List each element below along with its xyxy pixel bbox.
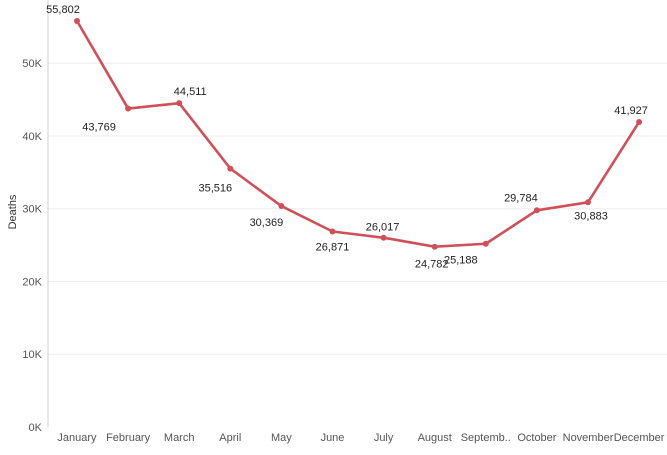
y-tick-label: 30K [22, 204, 42, 216]
data-point[interactable] [176, 100, 183, 107]
x-tick-label: January [57, 432, 97, 444]
data-label: 43,769 [82, 122, 116, 134]
data-label: 35,516 [198, 183, 232, 195]
x-tick-label: August [418, 432, 452, 444]
data-point[interactable] [585, 199, 591, 206]
data-label: 26,871 [316, 241, 350, 253]
data-label: 55,802 [46, 4, 80, 16]
data-label: 24,782 [415, 259, 449, 271]
data-label: 29,784 [504, 192, 538, 204]
data-point[interactable] [636, 118, 643, 125]
x-tick-label: October [517, 432, 556, 444]
x-axis-ticks: January February March April May June July Augu… [57, 432, 664, 444]
x-tick-label: April [219, 432, 241, 444]
data-point[interactable] [74, 18, 80, 24]
data-label: 44,511 [174, 86, 207, 98]
x-tick-label: November [563, 432, 614, 444]
data-point[interactable] [533, 207, 540, 214]
x-tick-label: March [164, 432, 195, 444]
data-labels: 55,802 43,769 44,511 35,516 30,369 26,871 26,0… [46, 4, 648, 271]
y-axis-label: Deaths [7, 194, 19, 229]
data-label: 30,369 [250, 217, 284, 229]
data-label: 30,883 [574, 210, 608, 222]
data-label: 25,188 [444, 255, 478, 267]
gridlines [48, 62, 667, 355]
x-tick-label: Septemb.. [461, 432, 511, 444]
x-tick-label: July [374, 432, 394, 444]
x-tick-label: February [106, 432, 151, 444]
x-tick-label: June [321, 432, 345, 444]
data-point[interactable] [431, 243, 438, 250]
series-line [75, 20, 641, 248]
data-point[interactable] [125, 105, 132, 112]
x-tick-label: December [614, 432, 665, 444]
data-label: 26,017 [366, 222, 400, 234]
data-point[interactable] [482, 240, 489, 247]
data-point[interactable] [278, 203, 285, 210]
y-tick-label: 40K [22, 131, 42, 143]
series [74, 18, 643, 250]
data-point[interactable] [227, 165, 234, 172]
data-point[interactable] [380, 234, 387, 241]
y-tick-label: 50K [22, 58, 42, 70]
y-tick-label: 20K [22, 276, 42, 288]
y-axis-ticks: 0K 10K 20K 30K 40K 50K [22, 58, 42, 434]
data-point[interactable] [329, 228, 336, 235]
data-label: 41,927 [614, 105, 648, 117]
y-tick-label: 10K [22, 349, 42, 361]
x-tick-label: May [271, 432, 292, 444]
y-tick-label: 0K [29, 422, 43, 434]
